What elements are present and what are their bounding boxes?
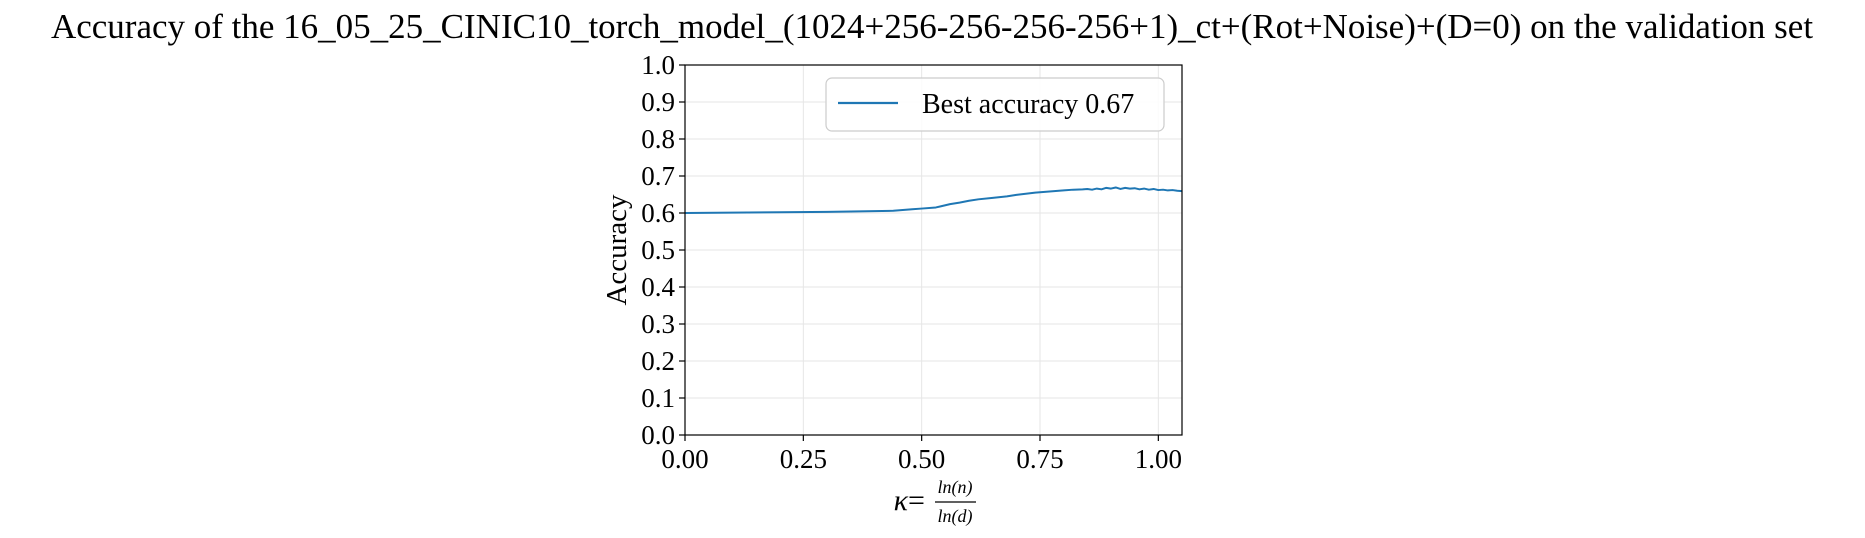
y-axis: 0.0 0.1 0.2 0.3 0.4 0.5 0.6 0.7 0.8 0.9 1.0	[641, 50, 685, 450]
y-tick-label: 0.3	[641, 309, 675, 339]
y-tick-label: 0.7	[641, 161, 675, 191]
x-axis: 0.00 0.25 0.50 0.75 1.00	[661, 435, 1182, 474]
x-label-numerator: ln(n)	[938, 477, 973, 498]
legend-box	[825, 77, 1165, 132]
x-tick-label: 0.00	[661, 444, 708, 474]
x-label-symbol: κ	[894, 484, 909, 517]
y-tick-label: 0.9	[641, 87, 675, 117]
y-tick-label: 0.1	[641, 383, 675, 413]
x-tick-label: 0.50	[898, 444, 945, 474]
x-tick-label: 0.75	[1016, 444, 1063, 474]
legend-label: Best accuracy 0.67	[922, 89, 1134, 120]
y-axis-label: Accuracy	[601, 194, 633, 306]
legend: Best accuracy 0.67	[825, 77, 1165, 132]
y-tick-label: 1.0	[641, 50, 675, 80]
y-tick-label: 0.5	[641, 235, 675, 265]
x-tick-label: 0.25	[780, 444, 827, 474]
y-tick-label: 0.8	[641, 124, 675, 154]
y-tick-label: 0.0	[641, 420, 675, 450]
y-tick-label: 0.2	[641, 346, 675, 376]
x-axis-label: κ = ln(n) ln(d)	[894, 477, 976, 527]
chart-title: Accuracy of the 16_05_25_CINIC10_torch_m…	[51, 7, 1813, 46]
x-label-equals: =	[908, 484, 925, 517]
plot-area	[684, 186, 1183, 214]
y-tick-label: 0.4	[641, 272, 675, 302]
x-tick-label: 1.00	[1135, 444, 1182, 474]
series-line	[684, 186, 1183, 214]
y-tick-label: 0.6	[641, 198, 675, 228]
x-label-denominator: ln(d)	[938, 506, 973, 527]
